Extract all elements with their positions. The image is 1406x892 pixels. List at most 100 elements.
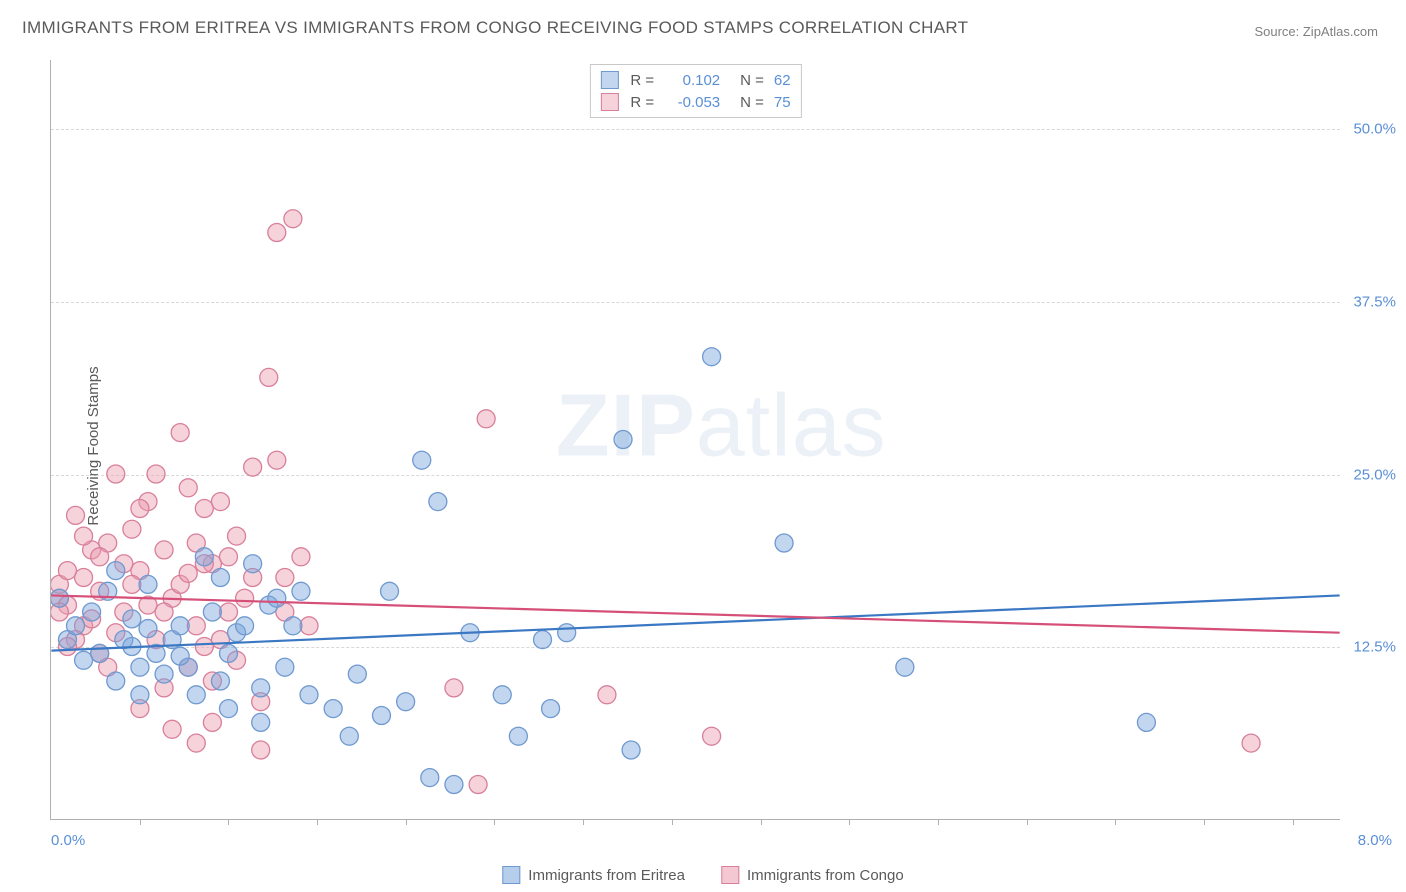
x-tick xyxy=(317,819,318,825)
data-point xyxy=(155,603,173,621)
data-point xyxy=(220,603,238,621)
data-point xyxy=(276,569,294,587)
data-point xyxy=(542,700,560,718)
data-point xyxy=(268,224,286,242)
data-point xyxy=(260,368,278,386)
y-tick-label: 12.5% xyxy=(1353,639,1396,656)
legend-correlation-box: R = 0.102 N = 62 R = -0.053 N = 75 xyxy=(589,64,801,118)
data-point xyxy=(300,617,318,635)
data-point xyxy=(171,424,189,442)
data-point xyxy=(276,658,294,676)
swatch-congo-icon xyxy=(721,866,739,884)
data-point xyxy=(413,451,431,469)
data-point xyxy=(429,493,447,511)
data-point xyxy=(268,589,286,607)
data-point xyxy=(614,431,632,449)
data-point xyxy=(187,734,205,752)
data-point xyxy=(75,651,93,669)
data-point xyxy=(340,727,358,745)
legend-row-eritrea: R = 0.102 N = 62 xyxy=(600,69,790,91)
x-tick xyxy=(761,819,762,825)
r-label: R = xyxy=(630,72,654,89)
data-point xyxy=(421,769,439,787)
data-point xyxy=(75,527,93,545)
data-point xyxy=(228,527,246,545)
source-link[interactable]: ZipAtlas.com xyxy=(1303,24,1378,39)
data-point xyxy=(493,686,511,704)
x-tick xyxy=(494,819,495,825)
y-tick-label: 50.0% xyxy=(1353,121,1396,138)
data-point xyxy=(703,727,721,745)
data-point xyxy=(171,617,189,635)
data-point xyxy=(469,776,487,794)
x-tick xyxy=(228,819,229,825)
n-label: N = xyxy=(740,94,764,111)
data-point xyxy=(131,658,149,676)
data-point xyxy=(195,500,213,518)
data-point xyxy=(292,582,310,600)
data-point xyxy=(155,541,173,559)
data-point xyxy=(75,569,93,587)
x-tick xyxy=(1027,819,1028,825)
data-point xyxy=(107,672,125,690)
y-tick-label: 25.0% xyxy=(1353,466,1396,483)
data-point xyxy=(348,665,366,683)
source-prefix: Source: xyxy=(1254,24,1302,39)
r-value-eritrea: 0.102 xyxy=(662,72,720,89)
swatch-eritrea-icon xyxy=(502,866,520,884)
data-point xyxy=(622,741,640,759)
x-tick xyxy=(406,819,407,825)
data-point xyxy=(244,555,262,573)
data-point xyxy=(58,562,76,580)
legend-label-congo: Immigrants from Congo xyxy=(747,867,904,884)
data-point xyxy=(147,465,165,483)
legend-item-congo: Immigrants from Congo xyxy=(721,866,904,884)
data-point xyxy=(703,348,721,366)
data-point xyxy=(179,479,197,497)
data-point xyxy=(107,562,125,580)
data-point xyxy=(131,686,149,704)
data-point xyxy=(123,575,141,593)
data-point xyxy=(220,700,238,718)
data-point xyxy=(195,548,213,566)
x-tick xyxy=(938,819,939,825)
n-value-eritrea: 62 xyxy=(774,72,791,89)
data-point xyxy=(203,713,221,731)
plot-area: ZIPatlas R = 0.102 N = 62 R = -0.053 N =… xyxy=(50,60,1340,820)
data-point xyxy=(155,665,173,683)
x-tick xyxy=(140,819,141,825)
data-point xyxy=(220,548,238,566)
data-point xyxy=(372,707,390,725)
data-point xyxy=(534,631,552,649)
data-point xyxy=(268,451,286,469)
x-axis-label: 0.0% xyxy=(51,832,85,849)
data-point xyxy=(91,644,109,662)
data-point xyxy=(775,534,793,552)
data-point xyxy=(67,506,85,524)
source-attribution: Source: ZipAtlas.com xyxy=(1254,24,1378,39)
data-point xyxy=(236,617,254,635)
data-point xyxy=(163,720,181,738)
data-point xyxy=(179,564,197,582)
x-axis-label: 8.0% xyxy=(1358,832,1392,849)
legend-item-eritrea: Immigrants from Eritrea xyxy=(502,866,685,884)
swatch-congo xyxy=(600,93,618,111)
data-point xyxy=(598,686,616,704)
data-point xyxy=(203,603,221,621)
data-point xyxy=(1242,734,1260,752)
x-tick xyxy=(583,819,584,825)
data-point xyxy=(211,672,229,690)
data-point xyxy=(195,638,213,656)
swatch-eritrea xyxy=(600,71,618,89)
data-point xyxy=(123,610,141,628)
data-point xyxy=(51,589,68,607)
scatter-svg xyxy=(51,60,1340,819)
data-point xyxy=(67,617,85,635)
data-point xyxy=(123,520,141,538)
data-point xyxy=(324,700,342,718)
data-point xyxy=(139,575,157,593)
data-point xyxy=(509,727,527,745)
x-tick xyxy=(849,819,850,825)
data-point xyxy=(187,617,205,635)
data-point xyxy=(292,548,310,566)
